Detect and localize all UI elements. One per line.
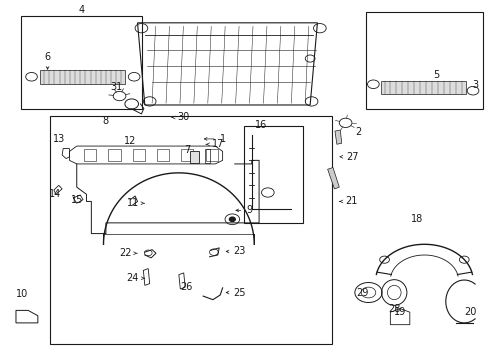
Text: 6: 6 [44,52,51,69]
Bar [204,149,210,163]
Text: 7: 7 [183,145,190,155]
Bar [366,12,482,109]
Text: 8: 8 [102,116,109,126]
Bar [244,126,302,223]
Text: 24: 24 [126,273,144,283]
Text: 28: 28 [387,303,400,314]
Text: 5: 5 [432,69,439,80]
Text: 22: 22 [119,248,137,258]
Text: 26: 26 [180,282,192,292]
Text: 9: 9 [235,205,252,215]
Text: 20: 20 [464,307,476,317]
Text: 4: 4 [79,5,84,15]
Bar [21,16,142,109]
Text: 30: 30 [172,112,189,122]
Text: 25: 25 [226,288,245,297]
Polygon shape [327,167,339,189]
Text: 21: 21 [339,197,357,206]
Bar [157,149,169,161]
Text: 18: 18 [410,214,423,224]
Bar [40,70,125,84]
Text: 31: 31 [110,82,122,92]
Bar [205,149,217,161]
Text: 15: 15 [70,195,83,204]
Text: 23: 23 [226,247,245,256]
Text: 12: 12 [124,136,136,146]
Text: 14: 14 [49,189,61,199]
Bar [84,149,96,161]
Text: 2: 2 [355,127,361,137]
Bar [132,149,144,161]
Text: 19: 19 [393,307,406,317]
Bar [190,152,199,163]
Circle shape [229,217,235,221]
Text: 29: 29 [355,288,367,297]
Polygon shape [334,130,341,144]
Text: 11: 11 [126,198,144,208]
Text: 10: 10 [16,289,28,299]
Bar [380,81,465,94]
Bar [50,116,331,344]
Bar [181,149,193,161]
Text: 3: 3 [471,80,478,90]
Text: 1: 1 [204,134,225,144]
Text: 27: 27 [339,152,358,162]
Text: 17: 17 [205,139,224,149]
Text: 16: 16 [255,120,267,130]
Bar [108,149,120,161]
Text: 13: 13 [53,134,65,144]
